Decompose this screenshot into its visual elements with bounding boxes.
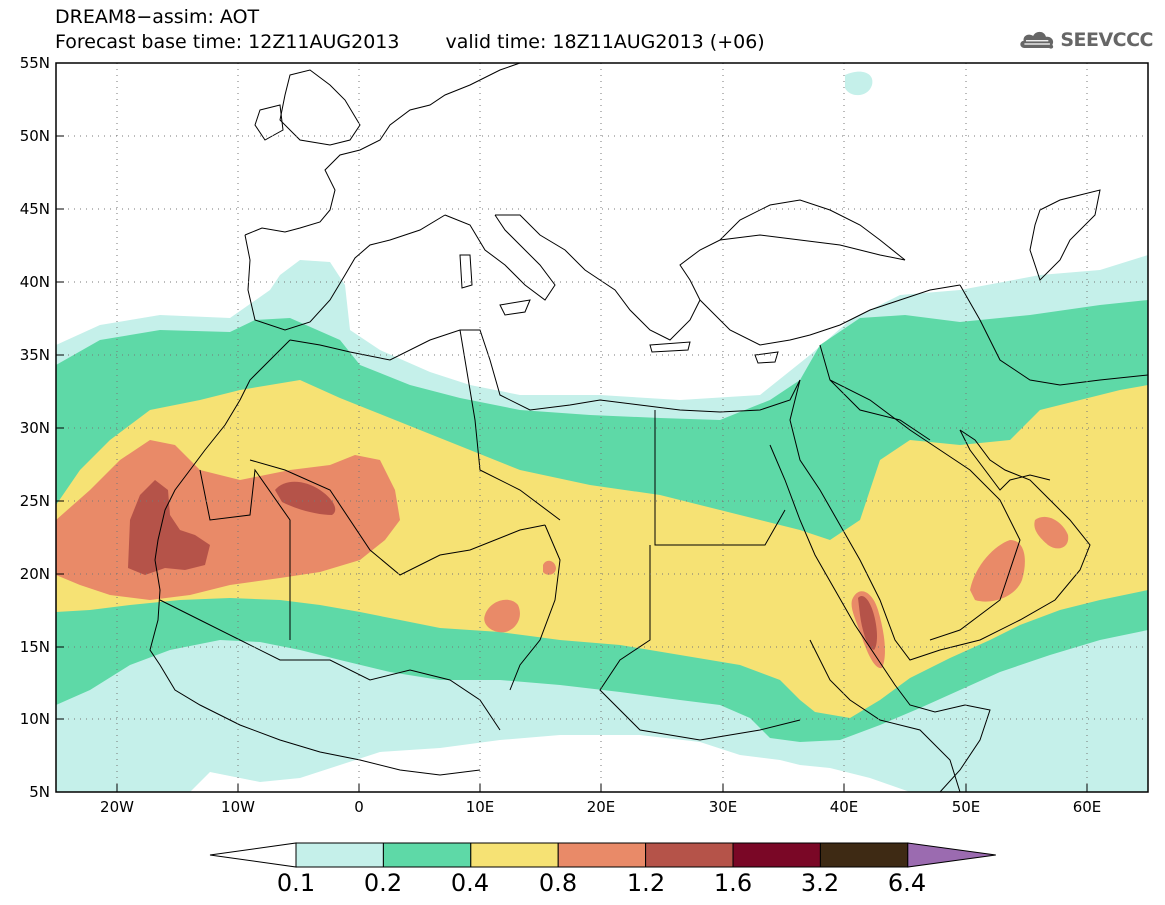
colorbar-label: 1.6 bbox=[713, 869, 753, 897]
aot-blob-0.1-caspian bbox=[845, 71, 873, 96]
seevccc-logo: SEEVCCC bbox=[1018, 24, 1153, 56]
colorbar-label: 0.8 bbox=[538, 869, 578, 897]
base-time-label: Forecast base time: 12Z11AUG2013 bbox=[55, 31, 400, 53]
coastline-ireland bbox=[254, 104, 284, 141]
coastline-arabia bbox=[789, 379, 1091, 661]
lon-label: 30E bbox=[709, 798, 738, 816]
coastline-turkey bbox=[699, 284, 961, 346]
lat-label: 55N bbox=[20, 54, 50, 72]
colorbar-swatch bbox=[732, 842, 821, 868]
coastline-caspian bbox=[1029, 189, 1101, 281]
border-west-africa bbox=[159, 599, 501, 731]
aot-region-1.2-mali bbox=[275, 481, 336, 515]
border-sudan bbox=[599, 545, 801, 741]
colorbar-swatch bbox=[470, 842, 559, 868]
border-mauritania bbox=[199, 468, 291, 640]
lat-label: 15N bbox=[20, 638, 50, 656]
coastline-horn bbox=[939, 704, 991, 792]
coastline-persian-gulf bbox=[959, 429, 1051, 491]
coastline-red-sea bbox=[769, 444, 966, 713]
colorbar-label: 6.4 bbox=[887, 869, 927, 897]
border-saudi bbox=[829, 379, 1021, 641]
longitude-labels: 20W 10W 0 10E 20E 30E 40E 50E 60E bbox=[100, 798, 1101, 816]
latitude-labels: 5N 10N 15N 20N 25N 30N 35N 40N 45N 50N 5… bbox=[20, 54, 50, 801]
coastline-west-africa bbox=[149, 339, 481, 776]
lon-label: 60E bbox=[1073, 798, 1102, 816]
coastline-sicily bbox=[499, 299, 531, 316]
colorbar-label: 0.2 bbox=[363, 869, 403, 897]
aot-region-0.8-chad bbox=[484, 599, 520, 633]
coastline-iran bbox=[959, 284, 1148, 386]
colorbar-swatch bbox=[557, 842, 647, 868]
colorbar-swatch bbox=[295, 842, 384, 868]
border-mali-niger bbox=[249, 459, 546, 576]
border-chad bbox=[509, 524, 561, 691]
aot-region-0.8-sudan bbox=[543, 560, 556, 575]
country-borders bbox=[149, 63, 1148, 792]
aot-field bbox=[56, 63, 1148, 792]
coastline-sardinia bbox=[459, 254, 473, 289]
border-iraq bbox=[819, 344, 931, 441]
axis-ticks bbox=[56, 62, 1088, 793]
coastline-uk bbox=[279, 69, 361, 146]
colorbar-label: 1.2 bbox=[626, 869, 666, 897]
lon-label: 0 bbox=[354, 798, 364, 816]
colorbar-swatch bbox=[382, 842, 472, 868]
colorbar-swatch bbox=[645, 842, 734, 868]
lon-label: 40E bbox=[830, 798, 859, 816]
lat-label: 40N bbox=[20, 273, 50, 291]
coastline-crete bbox=[649, 341, 691, 353]
coastline-europe bbox=[244, 63, 521, 236]
chart-title: DREAM8−assim: AOT bbox=[55, 6, 260, 28]
border-egypt bbox=[654, 410, 786, 546]
colorbar-extend-high bbox=[907, 842, 996, 868]
colorbar-extend-low bbox=[209, 842, 297, 868]
lat-label: 5N bbox=[29, 783, 50, 801]
border-algeria-libya bbox=[459, 329, 561, 521]
aot-region-1.2-west bbox=[128, 480, 210, 575]
colorbar-label: 0.1 bbox=[276, 869, 316, 897]
lat-label: 35N bbox=[20, 346, 50, 364]
logo-text: SEEVCCC bbox=[1060, 29, 1153, 51]
lat-label: 25N bbox=[20, 492, 50, 510]
lon-label: 10E bbox=[466, 798, 495, 816]
colorbar-swatch bbox=[819, 842, 909, 868]
lat-label: 10N bbox=[20, 710, 50, 728]
coastline-cyprus bbox=[754, 351, 779, 364]
lat-label: 45N bbox=[20, 200, 50, 218]
lat-label: 30N bbox=[20, 419, 50, 437]
aot-region-1.2-eritrea bbox=[858, 595, 877, 650]
lon-label: 10W bbox=[221, 798, 255, 816]
lon-label: 20W bbox=[100, 798, 134, 816]
valid-time-label: valid time: 18Z11AUG2013 (+06) bbox=[445, 31, 765, 53]
aot-region-0.8-oman2 bbox=[1034, 516, 1069, 549]
lon-label: 50E bbox=[952, 798, 981, 816]
coastline-north-africa bbox=[289, 329, 801, 413]
coastline-italy bbox=[444, 214, 556, 301]
border-ethiopia bbox=[809, 639, 961, 792]
colorbar-label: 3.2 bbox=[800, 869, 840, 897]
coastline-balkans bbox=[495, 214, 906, 341]
chart-subtitle: Forecast base time: 12Z11AUG2013 valid ti… bbox=[55, 31, 765, 53]
lon-label: 20E bbox=[587, 798, 616, 816]
aot-region-0.8-oman bbox=[970, 540, 1025, 602]
coastline-black-sea bbox=[719, 199, 906, 261]
coastline-iberia bbox=[244, 214, 446, 331]
graticule bbox=[56, 63, 1148, 792]
colorbar-label: 0.4 bbox=[450, 869, 490, 897]
colorbar bbox=[209, 842, 996, 868]
cloud-icon bbox=[1020, 31, 1054, 49]
lat-label: 20N bbox=[20, 565, 50, 583]
lat-label: 50N bbox=[20, 127, 50, 145]
